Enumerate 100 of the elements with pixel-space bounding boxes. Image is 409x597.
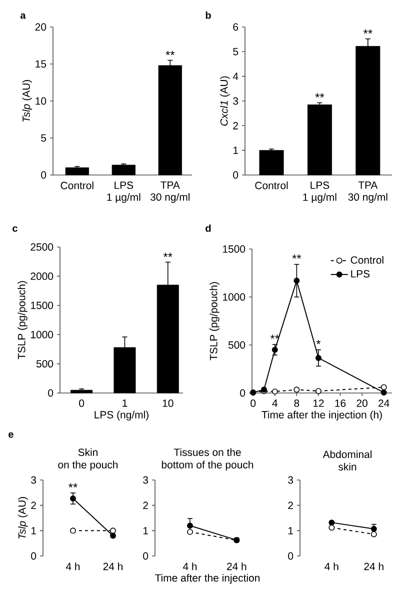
x-tick-label: 24 bbox=[378, 400, 390, 407]
y-tick-label: 1 bbox=[288, 527, 293, 534]
point bbox=[110, 528, 116, 534]
y-tick-label: 5 bbox=[233, 48, 238, 56]
annotation: * bbox=[316, 340, 321, 344]
x-tick-label: 24 h bbox=[364, 562, 384, 570]
x-tick-label: 20 bbox=[356, 400, 368, 407]
point bbox=[315, 388, 322, 394]
y-tick-label: 2 bbox=[143, 502, 148, 509]
legend-label: Control bbox=[350, 256, 384, 264]
x-tick-label: 4 h bbox=[66, 562, 80, 570]
x-tick-label: Control bbox=[255, 182, 288, 190]
point bbox=[187, 522, 193, 529]
y-tick-label: 0 bbox=[48, 389, 54, 397]
y-tick-label: 15 bbox=[36, 60, 46, 68]
y-tick-label: 1000 bbox=[31, 330, 54, 338]
y-tick-label: 0 bbox=[240, 389, 246, 397]
y-tick-label: 1500 bbox=[223, 245, 246, 253]
x-tick-label: Control bbox=[60, 182, 94, 190]
x-tick-label: TPA 30 ng/ml bbox=[348, 182, 388, 203]
y-axis-title: Tslp (AU) bbox=[22, 80, 32, 122]
y-axis-title: TSLP (pg/pouch) bbox=[210, 282, 220, 360]
point bbox=[370, 531, 377, 538]
y-tick-label: 0 bbox=[31, 552, 36, 560]
annotation: ** bbox=[163, 252, 172, 257]
y-tick-label: 2000 bbox=[30, 272, 54, 280]
y-axis-title: TSLP (pg/pouch) bbox=[18, 281, 28, 360]
y-tick-label: 1500 bbox=[31, 302, 54, 310]
point bbox=[294, 386, 300, 393]
x-tick-label: 4 bbox=[272, 400, 278, 407]
point bbox=[272, 346, 278, 353]
x-axis-title: Time after the injection (h) bbox=[262, 410, 382, 421]
annotation: ** bbox=[363, 29, 372, 34]
y-tick-label: 2 bbox=[233, 122, 238, 130]
chart-title: Skin on the pouch bbox=[58, 448, 118, 470]
y-tick-label: 6 bbox=[233, 23, 238, 31]
text: e bbox=[8, 432, 14, 438]
x-tick-label: 1 bbox=[122, 400, 128, 407]
x-tick-label: LPS 1 µg/ml bbox=[303, 182, 336, 203]
x-tick-label: 10 bbox=[162, 400, 174, 407]
y-tick-label: 2500 bbox=[30, 243, 54, 251]
text: a bbox=[20, 13, 26, 19]
bar bbox=[307, 104, 332, 176]
y-tick-label: 3 bbox=[233, 97, 238, 105]
y-tick-label: 0 bbox=[233, 171, 238, 179]
y-tick-label: 10 bbox=[36, 97, 46, 105]
chart-title: Tissues on the bottom of the pouch bbox=[162, 448, 254, 470]
chart-title: Abdominal skin bbox=[322, 450, 372, 471]
y-axis-title: Cxcl1 (AU) bbox=[220, 76, 230, 126]
x-tick-label: 0 bbox=[79, 400, 84, 407]
x-tick-label: 12 bbox=[313, 400, 324, 407]
y-tick-label: 0 bbox=[288, 552, 294, 560]
point bbox=[315, 354, 322, 361]
y-tick-label: 4 bbox=[232, 72, 238, 80]
y-tick-label: 2 bbox=[31, 502, 36, 509]
x-tick-label: 24 h bbox=[227, 562, 246, 570]
y-tick-label: 20 bbox=[35, 23, 46, 31]
point bbox=[380, 384, 387, 390]
annotation: ** bbox=[315, 93, 324, 98]
y-tick-label: 5 bbox=[41, 134, 46, 142]
y-tick-label: 3 bbox=[288, 476, 294, 484]
x-axis-title: Time after the injection bbox=[155, 574, 260, 584]
bar bbox=[65, 167, 89, 176]
y-tick-label: 1000 bbox=[223, 293, 246, 301]
y-tick-label: 0 bbox=[143, 552, 148, 560]
x-tick-label: TPA 30 ng/ml bbox=[150, 182, 190, 203]
y-tick-label: 3 bbox=[143, 476, 148, 484]
point bbox=[70, 496, 76, 502]
x-tick-label: 16 bbox=[335, 400, 346, 407]
y-tick-label: 3 bbox=[31, 476, 36, 484]
x-axis-title: LPS (ng/ml) bbox=[94, 410, 148, 421]
point bbox=[380, 390, 387, 396]
x-tick-label: 4 h bbox=[182, 562, 197, 570]
point bbox=[187, 528, 193, 535]
annotation: ** bbox=[166, 50, 175, 56]
point bbox=[70, 528, 76, 534]
y-tick-label: 500 bbox=[36, 360, 54, 368]
y-axis-title: Tslp (AU) bbox=[18, 497, 28, 539]
bar bbox=[112, 164, 136, 176]
y-tick-label: 1 bbox=[31, 527, 36, 534]
x-tick-label: 8 bbox=[294, 400, 300, 407]
y-tick-label: 1 bbox=[143, 527, 148, 534]
annotation: ** bbox=[270, 334, 280, 339]
point bbox=[294, 278, 300, 284]
y-tick-label: 0 bbox=[41, 171, 46, 179]
point bbox=[272, 388, 278, 395]
x-tick-label: 24 h bbox=[103, 562, 122, 570]
legend-label: LPS bbox=[351, 270, 370, 278]
annotation: ** bbox=[292, 254, 302, 259]
y-tick-label: 1 bbox=[233, 146, 238, 154]
text: c bbox=[12, 226, 18, 232]
text: d bbox=[206, 224, 211, 232]
bar bbox=[259, 150, 284, 176]
x-tick-label: LPS 1 µg/ml bbox=[107, 182, 140, 203]
point bbox=[110, 532, 116, 539]
y-tick-label: 2 bbox=[288, 502, 293, 509]
text: b bbox=[206, 11, 211, 19]
x-tick-label: 0 bbox=[250, 400, 256, 407]
annotation: ** bbox=[68, 483, 78, 488]
bar bbox=[70, 390, 93, 394]
